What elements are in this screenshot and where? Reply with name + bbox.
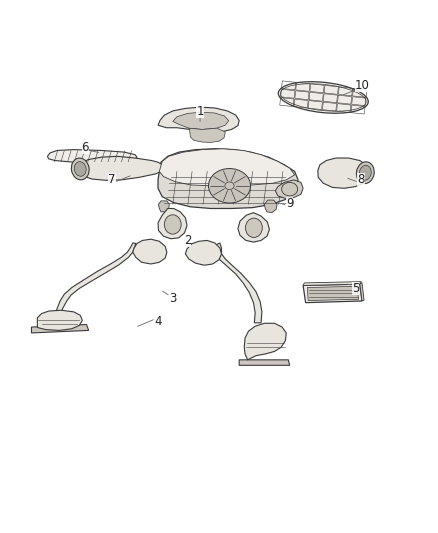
Text: 7: 7 [108, 173, 116, 187]
Text: 3: 3 [169, 293, 177, 305]
Ellipse shape [245, 218, 262, 238]
Text: 2: 2 [184, 234, 191, 247]
Text: 5: 5 [352, 282, 359, 295]
Polygon shape [158, 208, 187, 239]
Text: 4: 4 [154, 314, 162, 328]
Polygon shape [159, 149, 295, 186]
Ellipse shape [208, 168, 251, 203]
Text: 8: 8 [357, 173, 365, 187]
Ellipse shape [164, 215, 181, 234]
Ellipse shape [74, 161, 86, 176]
Polygon shape [239, 360, 290, 365]
Polygon shape [303, 281, 361, 286]
Ellipse shape [278, 82, 368, 113]
Polygon shape [77, 156, 166, 180]
Ellipse shape [357, 162, 374, 183]
Polygon shape [360, 282, 364, 301]
Polygon shape [265, 200, 277, 213]
Ellipse shape [71, 158, 89, 180]
Polygon shape [133, 239, 167, 264]
Polygon shape [32, 325, 88, 333]
Polygon shape [158, 149, 298, 208]
Text: 9: 9 [286, 197, 293, 209]
Polygon shape [244, 324, 286, 360]
Polygon shape [307, 286, 359, 301]
Polygon shape [185, 240, 222, 265]
Text: 6: 6 [81, 141, 89, 154]
Polygon shape [54, 243, 136, 317]
Polygon shape [173, 112, 229, 130]
Ellipse shape [225, 182, 234, 190]
Polygon shape [318, 158, 370, 188]
Polygon shape [47, 150, 137, 163]
Text: 1: 1 [196, 105, 204, 118]
Ellipse shape [282, 182, 298, 196]
Polygon shape [238, 213, 269, 242]
Ellipse shape [360, 165, 371, 180]
Polygon shape [215, 243, 262, 323]
Polygon shape [303, 284, 362, 303]
Polygon shape [189, 128, 225, 142]
Polygon shape [159, 201, 170, 212]
Polygon shape [158, 107, 239, 133]
Polygon shape [276, 180, 303, 198]
Polygon shape [37, 310, 82, 330]
Text: 10: 10 [354, 79, 369, 92]
